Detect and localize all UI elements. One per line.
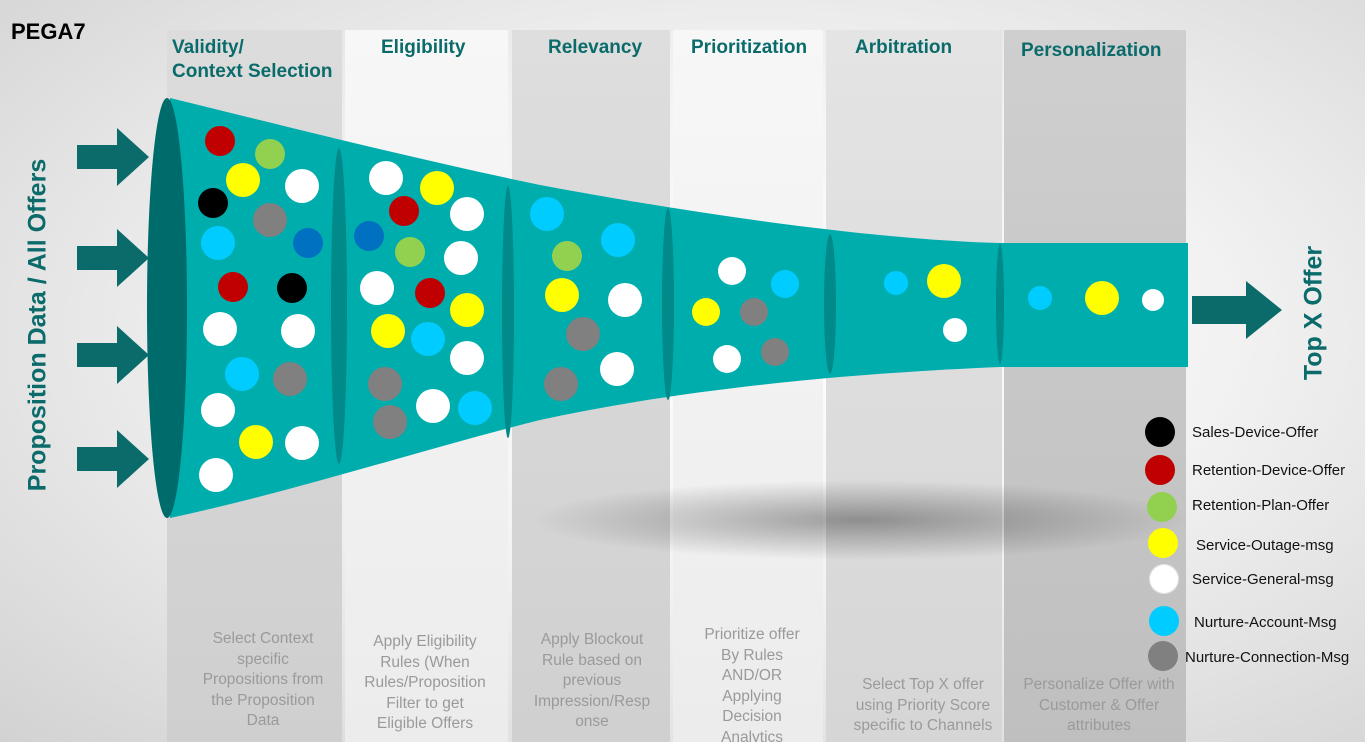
offer-dot-prioritization-nurture-connection [740, 298, 768, 326]
stage-title-eligibility: Eligibility [381, 37, 466, 58]
funnel-ring-2 [502, 186, 514, 438]
offer-dot-validity-service-general [285, 169, 319, 203]
offer-dot-validity-service-general [199, 458, 233, 492]
offer-dot-personalization-nurture-account [1028, 286, 1052, 310]
offer-dot-eligibility-service-general [369, 161, 403, 195]
offer-dot-relevancy-retention-plan [552, 241, 582, 271]
stage-title-personalization: Personalization [1021, 40, 1162, 61]
offer-dot-eligibility-service-general [360, 271, 394, 305]
offer-dot-validity-nurture-account [201, 226, 235, 260]
offer-dot-relevancy-service-general [608, 283, 642, 317]
offer-dot-validity-service-outage [226, 163, 260, 197]
offer-dot-eligibility-service-general [444, 241, 478, 275]
offer-dot-relevancy-service-general [600, 352, 634, 386]
stage-desc-relevancy: Apply Blockout Rule based on previous Impre… [533, 631, 651, 730]
offer-dot-validity-nurture-connection [273, 362, 307, 396]
offer-dot-arbitration-service-general [943, 318, 967, 342]
funnel-shadow [530, 480, 1190, 560]
legend-swatch [1145, 417, 1175, 447]
offer-dot-validity-retention-device [218, 272, 248, 302]
stage-title-arbitration: Arbitration [855, 37, 953, 58]
offer-dot-prioritization-nurture-account [771, 270, 799, 298]
legend-label: Service-Outage-msg [1196, 537, 1334, 554]
input-arrow-icon [77, 229, 149, 287]
legend-swatch [1147, 492, 1177, 522]
stage-desc-personalization: Personalize Offer with Customer & Offer at… [1023, 676, 1175, 734]
offer-dot-eligibility-nurture-connection [368, 367, 402, 401]
legend-swatch [1149, 606, 1179, 636]
stage-desc-validity: Select Context specific Propositions from t… [202, 630, 324, 729]
legend-swatch [1149, 564, 1179, 594]
stage-desc-prioritization: Prioritize offer By Rules AND/OR Applying De… [704, 626, 800, 742]
stage-desc-eligibility: Apply Eligibility Rules (When Rules/Propos… [364, 633, 486, 732]
offer-dot-validity-sales-device [198, 188, 228, 218]
funnel-ring-5 [996, 244, 1004, 364]
stage-column-arbitration [826, 30, 1002, 742]
offer-dot-prioritization-service-outage [692, 298, 720, 326]
offer-dot-eligibility-retention-plan [395, 237, 425, 267]
legend-label: Nurture-Account-Msg [1194, 614, 1337, 631]
legend-label: Nurture-Connection-Msg [1185, 649, 1350, 666]
offer-dot-eligibility-retention-device [415, 278, 445, 308]
offer-dot-validity-nurture-connection [253, 203, 287, 237]
stage-desc-arbitration: Select Top X offer using Priority Score sp… [853, 676, 993, 734]
offer-dot-eligibility-retention-device [389, 196, 419, 226]
offer-dot-prioritization-service-general [718, 257, 746, 285]
offer-dot-personalization-service-general [1142, 289, 1164, 311]
offer-dot-validity-retention-device [205, 126, 235, 156]
offer-dot-eligibility-service-outage [371, 314, 405, 348]
offer-dot-eligibility-service-outage [450, 293, 484, 327]
offer-dot-validity-service-outage [239, 425, 273, 459]
top-x-offer-label: Top X Offer [1299, 245, 1328, 381]
offer-dot-relevancy-nurture-connection [544, 367, 578, 401]
offer-dot-prioritization-nurture-connection [761, 338, 789, 366]
funnel-ring-4 [824, 234, 836, 374]
offer-dot-eligibility-nurture-connection [373, 405, 407, 439]
legend-label: Retention-Plan-Offer [1192, 497, 1330, 514]
stage-title-relevancy: Relevancy [548, 37, 643, 58]
proposition-data-label: Proposition Data / All Offers [23, 158, 52, 492]
legend-label: Retention-Device-Offer [1192, 462, 1346, 479]
legend-swatch [1148, 641, 1178, 671]
input-arrow-icon [77, 326, 149, 384]
offer-dot-eligibility-nurture-account-dark [354, 221, 384, 251]
offer-dot-relevancy-nurture-account [530, 197, 564, 231]
offer-dot-validity-retention-plan [255, 139, 285, 169]
funnel-ring-1 [331, 148, 347, 464]
offer-dot-validity-sales-device [277, 273, 307, 303]
input-arrow-icon [77, 128, 149, 186]
legend-label: Service-General-msg [1192, 571, 1334, 588]
offer-dot-eligibility-service-general [416, 389, 450, 423]
funnel-mouth [147, 98, 187, 518]
brand-label: PEGA7 [11, 19, 86, 44]
offer-dot-validity-service-general [203, 312, 237, 346]
offer-dot-eligibility-service-outage [420, 171, 454, 205]
offer-dot-personalization-service-outage [1085, 281, 1119, 315]
funnel-ring-3 [662, 208, 674, 400]
offer-dot-eligibility-nurture-account [458, 391, 492, 425]
offer-dot-eligibility-service-general [450, 341, 484, 375]
output-arrow-icon [1192, 281, 1282, 339]
offer-dot-validity-service-general [285, 426, 319, 460]
legend-label: Sales-Device-Offer [1192, 424, 1319, 441]
legend-swatch [1145, 455, 1175, 485]
offer-dot-validity-nurture-account-dark [293, 228, 323, 258]
offer-dot-validity-service-general [201, 393, 235, 427]
offer-dot-validity-service-general [281, 314, 315, 348]
offer-dot-arbitration-nurture-account [884, 271, 908, 295]
offer-dot-arbitration-service-outage [927, 264, 961, 298]
offer-dot-prioritization-service-general [713, 345, 741, 373]
offer-dot-validity-nurture-account [225, 357, 259, 391]
offer-dot-eligibility-service-general [450, 197, 484, 231]
stage-title-validity: Validity/Context Selection [172, 37, 333, 82]
offer-dot-relevancy-service-outage [545, 278, 579, 312]
offer-dot-relevancy-nurture-connection [566, 317, 600, 351]
offer-dot-eligibility-nurture-account [411, 322, 445, 356]
legend-swatch [1148, 528, 1178, 558]
input-arrow-icon [77, 430, 149, 488]
stage-title-prioritization: Prioritization [691, 37, 808, 58]
offer-dot-relevancy-nurture-account [601, 223, 635, 257]
